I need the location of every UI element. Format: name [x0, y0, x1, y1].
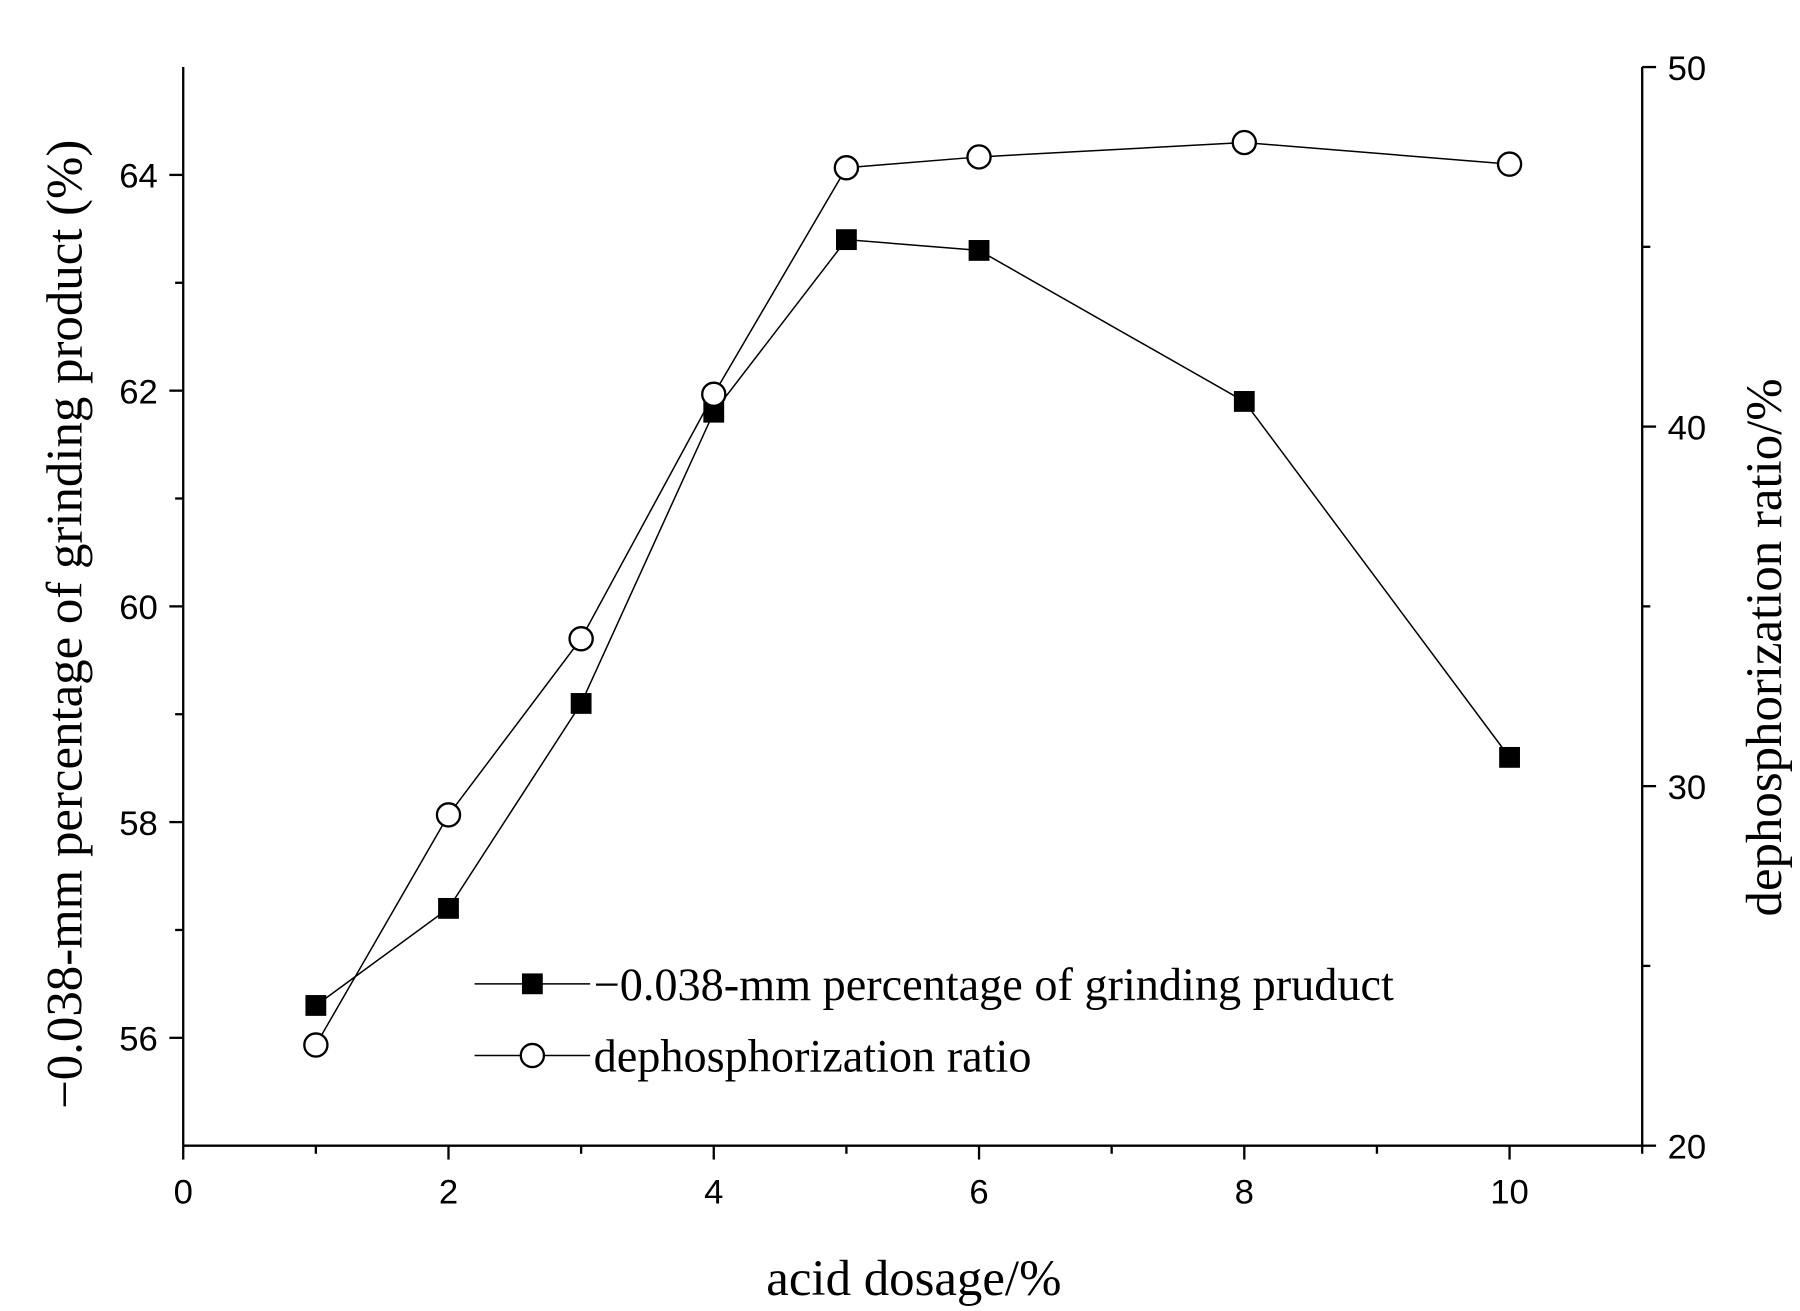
data-point	[305, 995, 327, 1016]
data-point	[835, 229, 857, 251]
data-point	[435, 802, 462, 828]
data-point	[703, 401, 725, 423]
y2-tick-label: 50	[1668, 50, 1707, 88]
y-tick-label: 62	[119, 373, 158, 411]
data-point	[438, 897, 459, 919]
x-axis-title: acid dosage/%	[766, 1251, 1061, 1307]
data-point	[966, 144, 992, 170]
legend-label: −0.038-mm percentage of grinding pruduct	[594, 960, 1394, 1011]
y-axis-title: −0.038-mm percentage of grinding product…	[37, 140, 93, 1109]
data-point	[968, 240, 990, 261]
data-point	[570, 693, 592, 714]
data-point	[1231, 129, 1258, 156]
data-point	[303, 1032, 329, 1058]
y2-axis-title: dephosphorization ratio/%	[1737, 378, 1793, 916]
legend-marker	[521, 973, 543, 995]
y-tick-label: 60	[119, 589, 158, 627]
data-point	[701, 381, 727, 407]
x-tick-label: 4	[704, 1173, 723, 1211]
y-tick-label: 64	[119, 158, 158, 196]
legend-label: dephosphorization ratio	[594, 1032, 1032, 1083]
x-tick-label: 10	[1490, 1173, 1529, 1211]
x-tick-label: 0	[174, 1173, 193, 1211]
data-point	[1233, 391, 1255, 412]
series-line	[315, 238, 1511, 1007]
y2-tick-label: 30	[1668, 769, 1707, 807]
series-line	[315, 141, 1510, 1046]
x-tick-label: 6	[969, 1173, 988, 1211]
x-tick-label: 8	[1235, 1173, 1254, 1211]
y2-tick-label: 20	[1668, 1128, 1707, 1166]
y-tick-label: 58	[119, 805, 158, 843]
data-point	[1496, 151, 1523, 177]
legend-marker	[519, 1042, 546, 1069]
data-point	[833, 155, 860, 181]
y-tick-label: 56	[119, 1021, 158, 1059]
data-point	[568, 626, 594, 652]
data-point	[1499, 746, 1520, 768]
y2-tick-label: 40	[1668, 409, 1707, 447]
x-tick-label: 2	[439, 1173, 458, 1211]
